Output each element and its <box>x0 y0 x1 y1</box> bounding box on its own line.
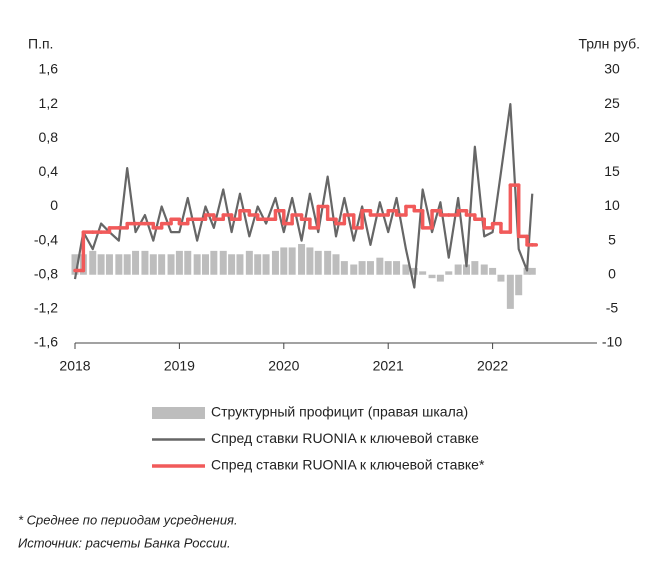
surplus-bar <box>149 254 157 275</box>
surplus-bar <box>167 254 175 275</box>
surplus-bar <box>184 250 192 275</box>
footnote: * Среднее по периодам усреднения. <box>18 512 238 527</box>
surplus-bar <box>436 274 444 282</box>
y2-axis-title: Трлн руб. <box>578 36 640 52</box>
surplus-bar <box>219 250 227 275</box>
y-tick-label: 1,6 <box>39 61 59 77</box>
y2-tick-label: 15 <box>604 163 620 179</box>
surplus-bar <box>288 247 296 275</box>
surplus-bar <box>141 250 149 275</box>
legend-label: Спред ставки RUONIA к ключевой ставке <box>211 430 479 446</box>
y2-tick-label: 5 <box>608 231 616 247</box>
surplus-bar <box>158 254 166 275</box>
surplus-bar <box>463 264 470 275</box>
y2-tick-label: -5 <box>606 300 619 316</box>
y-axis-title: П.п. <box>28 36 53 52</box>
surplus-bar <box>123 254 131 275</box>
legend-label: Структурный профицит (правая шкала) <box>211 404 468 420</box>
surplus-bar <box>271 250 279 275</box>
surplus-bar <box>376 257 384 275</box>
surplus-bar <box>254 254 262 275</box>
surplus-bar <box>419 271 427 275</box>
surplus-bar <box>105 254 113 275</box>
surplus-bar <box>384 261 392 275</box>
surplus-bar <box>89 250 97 275</box>
surplus-bar <box>471 261 479 275</box>
y-tick-label: 0,4 <box>39 163 59 179</box>
surplus-bar <box>202 254 209 275</box>
legend-swatch <box>152 407 205 419</box>
surplus-bar <box>445 271 453 275</box>
surplus-bar <box>358 261 366 275</box>
surplus-bar <box>528 267 536 275</box>
surplus-bar <box>515 274 523 296</box>
y-tick-label: 1,2 <box>39 95 59 111</box>
surplus-bar <box>193 254 201 275</box>
surplus-bar <box>506 274 514 309</box>
surplus-bar <box>497 274 505 282</box>
y2-tick-label: 25 <box>604 95 620 111</box>
y-tick-label: 0,8 <box>39 129 59 145</box>
surplus-bar <box>306 247 314 275</box>
y-tick-label: -0,8 <box>34 265 58 281</box>
y2-tick-label: 0 <box>608 265 616 281</box>
surplus-bar <box>324 250 332 275</box>
surplus-bar <box>132 250 140 275</box>
surplus-bar <box>480 264 488 275</box>
surplus-bar <box>410 267 418 275</box>
surplus-bar <box>236 254 244 275</box>
surplus-bar <box>366 261 374 275</box>
surplus-bar <box>489 267 497 275</box>
surplus-bar <box>350 264 358 275</box>
surplus-bar <box>340 261 348 275</box>
surplus-bar <box>314 250 322 275</box>
y2-tick-label: -10 <box>602 334 622 350</box>
y2-tick-label: 10 <box>604 197 620 213</box>
legend-label: Спред ставки RUONIA к ключевой ставке* <box>211 457 485 473</box>
surplus-bar <box>245 250 253 275</box>
surplus-bar <box>428 274 436 279</box>
surplus-bar <box>454 264 462 275</box>
y-tick-label: 0 <box>50 197 58 213</box>
surplus-bar <box>228 254 236 275</box>
surplus-bar <box>175 250 183 275</box>
x-tick-label: 2019 <box>164 358 195 374</box>
y-tick-label: -1,2 <box>34 300 58 316</box>
x-tick-label: 2022 <box>477 358 508 374</box>
x-tick-label: 2021 <box>373 358 404 374</box>
x-tick-label: 2018 <box>59 358 90 374</box>
surplus-bar <box>262 254 270 275</box>
surplus-bar <box>298 244 306 275</box>
y-tick-label: -0,4 <box>34 231 58 247</box>
surplus-bar <box>71 254 79 275</box>
surplus-bar <box>332 254 340 275</box>
surplus-bar <box>210 250 218 275</box>
y2-tick-label: 20 <box>604 129 620 145</box>
surplus-bar <box>280 247 288 275</box>
y2-tick-label: 30 <box>604 61 620 77</box>
y-tick-label: -1,6 <box>34 334 58 350</box>
surplus-bar <box>402 264 410 275</box>
surplus-bar <box>393 261 401 275</box>
x-tick-label: 2020 <box>268 358 299 374</box>
surplus-bar <box>115 254 123 275</box>
surplus-bar <box>97 254 105 275</box>
source-note: Источник: расчеты Банка России. <box>18 535 231 550</box>
